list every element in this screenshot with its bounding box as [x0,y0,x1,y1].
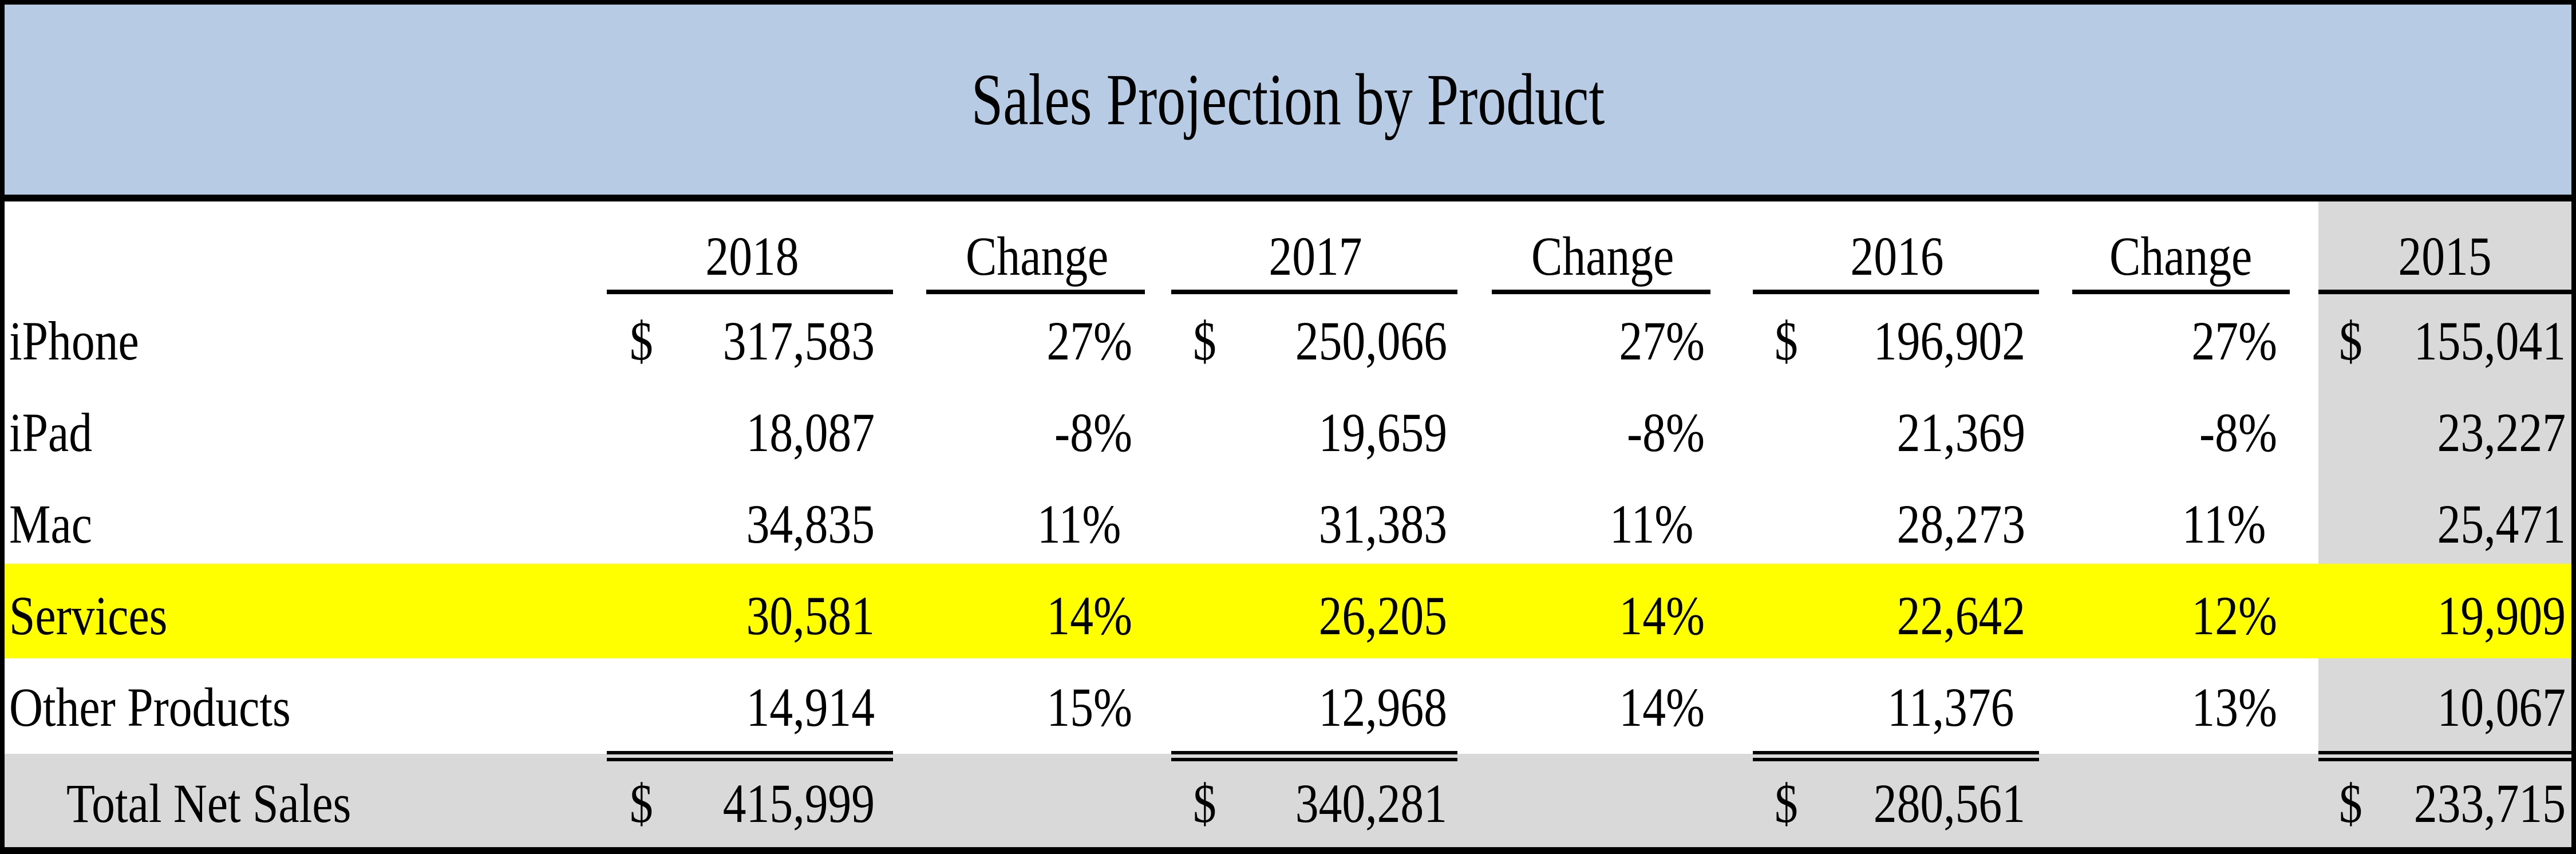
iphone-2018: 317,583 [634,314,875,369]
iphone-change-1: 27% [926,314,1132,369]
mac-2018: 34,835 [634,497,875,552]
other-change-3: 13% [2065,680,2277,735]
other-change-2: 14% [1493,680,1705,735]
mac-2015: 25,471 [2346,497,2566,552]
ipad-2018: 18,087 [634,405,875,460]
header-2017: 2017 [1175,229,1456,286]
iphone-change-3: 27% [2065,314,2277,369]
header-2018: 2018 [611,229,893,286]
services-2016: 22,642 [1785,588,2025,643]
table-title: Sales Projection by Product [287,5,2289,195]
other-change-1: 15% [926,680,1132,735]
row-label-services: Services [9,588,195,643]
other-2015: 10,067 [2346,680,2566,735]
total-double-line [1171,758,1457,761]
services-2018: 30,581 [634,588,875,643]
total-double-line [1753,758,2039,761]
row-label-ipad: iPad [9,405,107,460]
ipad-2016: 21,369 [1785,405,2025,460]
mac-2016: 28,273 [1785,497,2025,552]
total-double-line [2318,751,2571,754]
total-double-line [1753,751,2039,754]
ipad-change-2: -8% [1493,405,1705,460]
total-2016: 280,561 [1785,776,2025,831]
header-change-1: Change [930,229,1145,286]
header-underline [607,290,893,294]
total-double-line [2318,758,2571,761]
spreadsheet: Sales Projection by Product 2018 Change … [0,0,2576,854]
iphone-change-2: 27% [1493,314,1705,369]
mac-change-3: 11% [2065,497,2266,552]
ipad-change-3: -8% [2065,405,2277,460]
header-underline [1171,290,1457,294]
services-change-1: 14% [926,588,1132,643]
services-change-2: 14% [1493,588,1705,643]
table-body: 2018 Change 2017 Change 2016 Change 2015… [5,201,2571,847]
ipad-change-1: -8% [926,405,1132,460]
total-2017: 340,281 [1207,776,1447,831]
total-2018: 415,999 [634,776,875,831]
services-change-3: 12% [2065,588,2277,643]
row-label-iphone: iPhone [9,314,162,369]
header-underline [1753,290,2039,294]
services-2015: 19,909 [2346,588,2566,643]
ipad-2017: 19,659 [1207,405,1447,460]
header-underline [2072,290,2290,294]
header-underline [926,290,1145,294]
header-change-3: Change [2073,229,2289,286]
header-2015: 2015 [2318,229,2571,286]
iphone-2015: 155,041 [2346,314,2566,369]
total-double-line [607,751,893,754]
iphone-2017: 250,066 [1207,314,1447,369]
total-net-sales-label: Total Net Sales [66,776,401,831]
ipad-2015: 23,227 [2346,405,2566,460]
mac-change-1: 11% [926,497,1121,552]
title-band: Sales Projection by Product [5,5,2571,195]
row-label-mac: Mac [9,497,107,552]
total-double-line [607,758,893,761]
mac-change-2: 11% [1493,497,1693,552]
other-2016: 11,376 [1785,680,2014,735]
header-underline [1492,290,1710,294]
mac-2017: 31,383 [1207,497,1447,552]
total-2015: 233,715 [2346,776,2566,831]
other-2018: 14,914 [634,680,875,735]
total-double-line [1171,751,1457,754]
header-change-2: Change [1495,229,1710,286]
iphone-2016: 196,902 [1785,314,2025,369]
other-2017: 12,968 [1207,680,1447,735]
header-2016: 2016 [1756,229,2038,286]
row-label-other-products: Other Products [9,680,341,735]
services-2017: 26,205 [1207,588,1447,643]
header-underline [2318,290,2571,294]
